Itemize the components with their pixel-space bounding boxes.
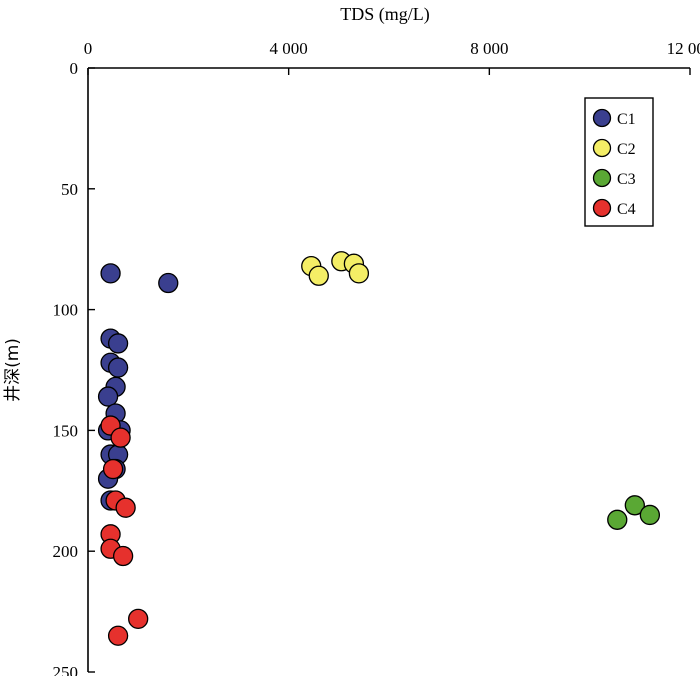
- series-C4: [100, 415, 149, 646]
- series-C2: [301, 251, 370, 286]
- data-point-C1: [97, 386, 119, 407]
- y-tick-label: 250: [53, 663, 79, 676]
- data-point-C4: [128, 608, 149, 629]
- legend: C1 C2 C3 C4: [584, 97, 654, 227]
- y-tick-label: 150: [53, 421, 79, 440]
- series-C3: [607, 495, 661, 530]
- data-point-C4: [107, 625, 129, 646]
- y-tick-label: 0: [70, 59, 79, 78]
- data-point-C3: [607, 509, 628, 530]
- y-tick-label: 200: [53, 542, 79, 561]
- data-point-C1: [158, 272, 179, 294]
- data-point-C1: [107, 357, 129, 378]
- y-tick-label: 100: [53, 301, 79, 320]
- data-points: [97, 251, 661, 646]
- x-tick-label: 12 000: [667, 39, 700, 58]
- legend-label-C3: C3: [617, 171, 636, 188]
- x-tick-label: 0: [84, 39, 93, 58]
- x-tick-label: 4 000: [270, 39, 308, 58]
- x-tick-label: 8 000: [470, 39, 508, 58]
- legend-marker-C1: [592, 108, 612, 128]
- y-tick-label: 50: [61, 180, 78, 199]
- legend-marker-C4: [592, 198, 612, 218]
- data-point-C2: [308, 265, 329, 286]
- data-point-C4: [112, 545, 134, 567]
- legend-label-C4: C4: [617, 201, 636, 218]
- data-point-C3: [639, 504, 661, 526]
- y-axis-title: 井深(m): [3, 338, 23, 402]
- axes: 0 4 000 8 000 12 000 0 50 100 150 200 250 TDS (mg/…: [3, 4, 700, 676]
- data-point-C4: [102, 458, 124, 480]
- legend-label-C2: C2: [617, 141, 636, 158]
- data-point-C4: [115, 497, 136, 518]
- data-point-C3: [624, 495, 645, 516]
- data-point-C4: [110, 427, 131, 448]
- data-point-C1: [100, 263, 121, 284]
- legend-marker-C2: [592, 138, 612, 158]
- x-axis-title: TDS (mg/L): [340, 4, 430, 25]
- legend-label-C1: C1: [617, 111, 636, 128]
- data-point-C2: [348, 263, 370, 284]
- data-point-C1: [107, 333, 129, 354]
- legend-marker-C3: [592, 168, 612, 188]
